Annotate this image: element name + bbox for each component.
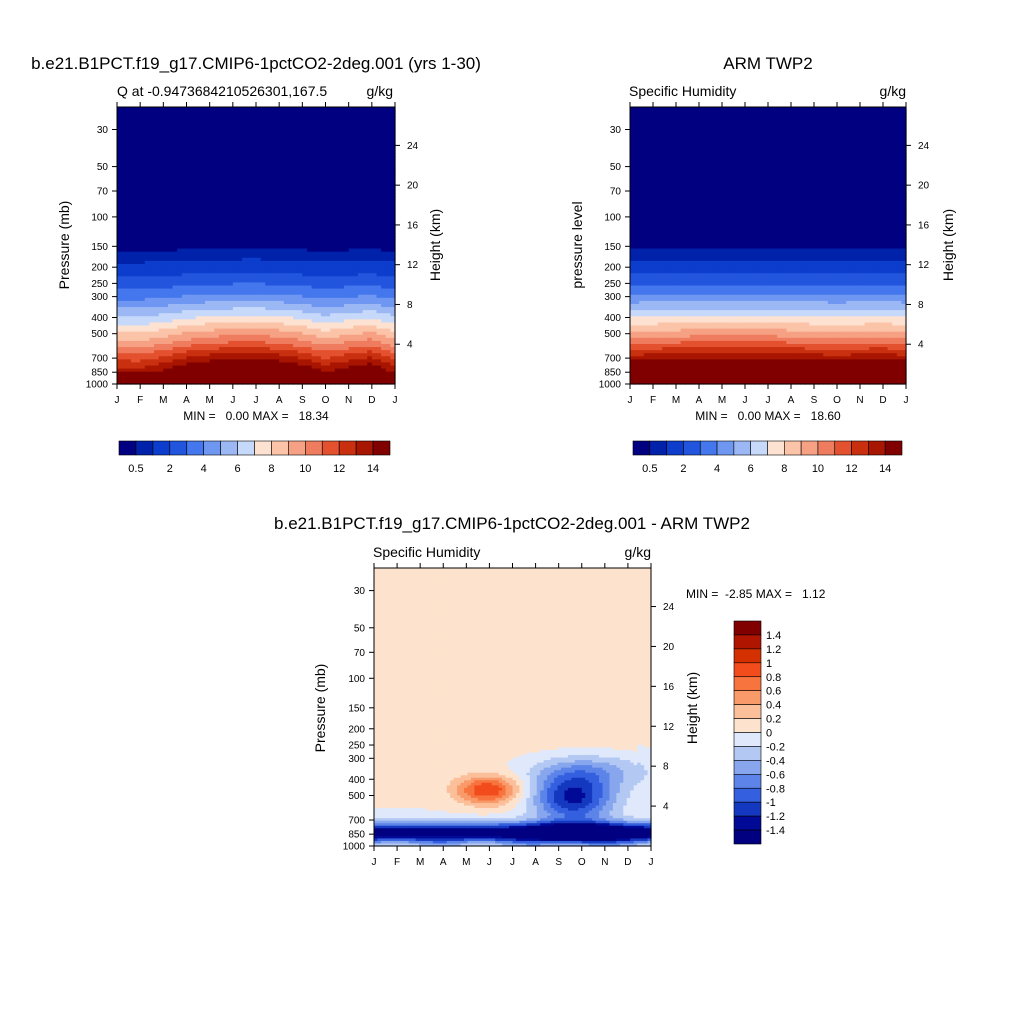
panel-model: b.e21.B1PCT.f19_g17.CMIP6-1pctCO2-2deg.0… — [31, 54, 481, 475]
panel-left-label: Q at -0.9473684210526301,167.5 — [117, 83, 327, 99]
contour-plot: J F M A M J J A S O N D J305070100150200250300400500… — [86, 102, 419, 406]
panel-units-label: g/kg — [367, 83, 393, 99]
panel-title: b.e21.B1PCT.f19_g17.CMIP6-1pctCO2-2deg.0… — [31, 54, 481, 73]
